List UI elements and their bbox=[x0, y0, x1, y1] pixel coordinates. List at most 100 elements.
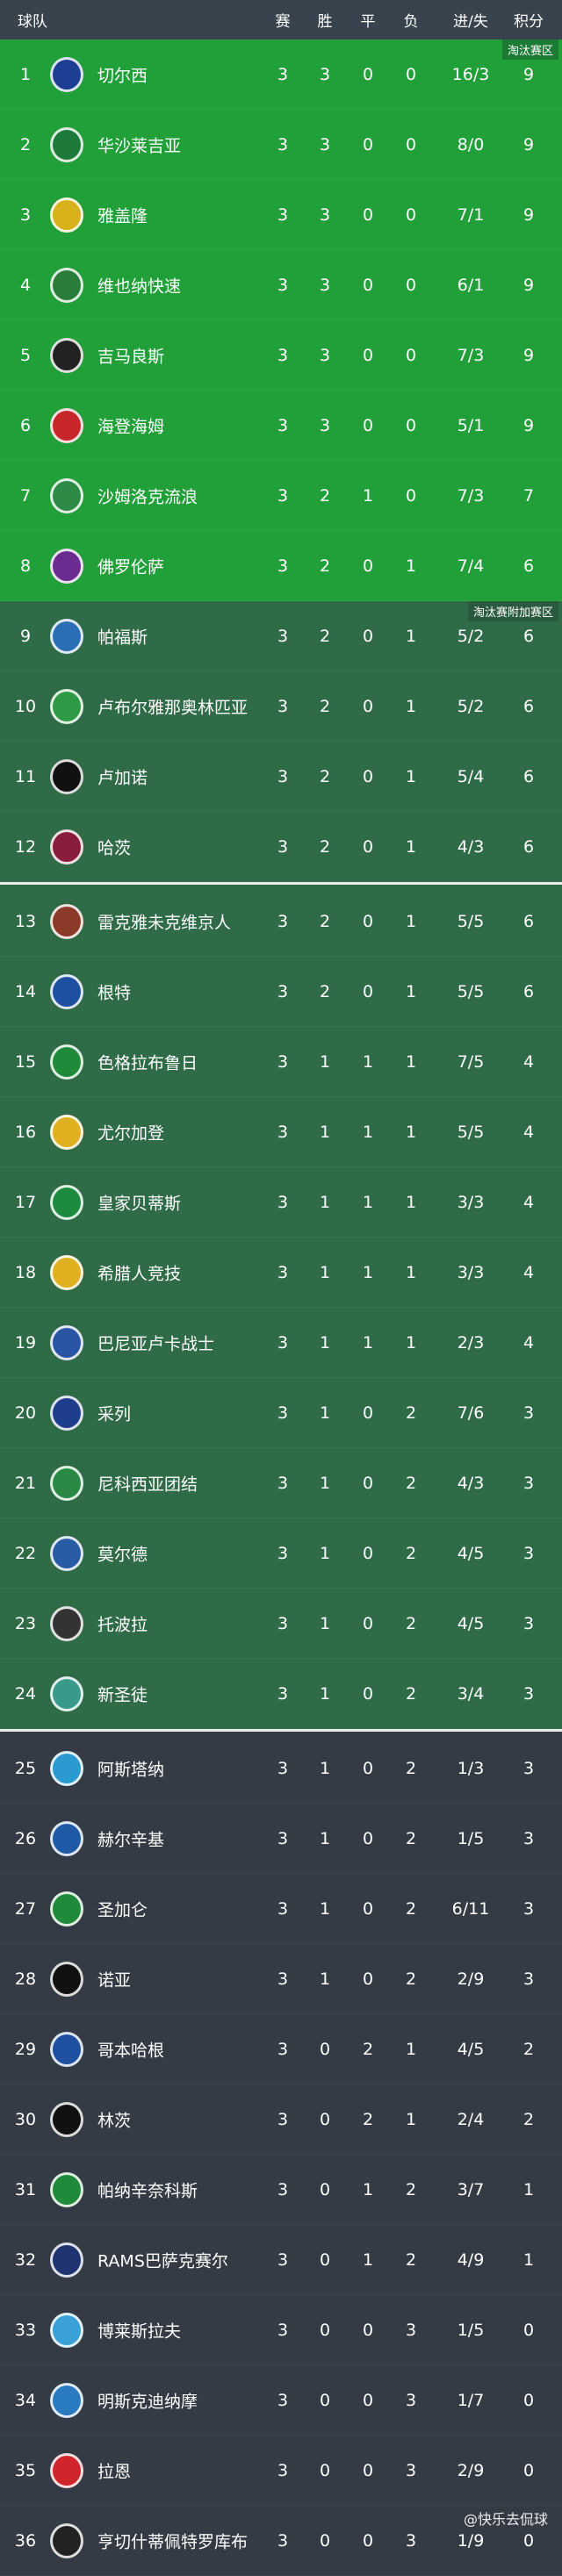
team-name[interactable]: 切尔西 bbox=[97, 62, 148, 86]
team-name[interactable]: 帕纳辛奈科斯 bbox=[97, 2178, 198, 2201]
played: 3 bbox=[277, 416, 288, 435]
team-name[interactable]: 诺亚 bbox=[97, 1967, 131, 1991]
won: 0 bbox=[320, 2531, 330, 2551]
team-name[interactable]: 华沙莱吉亚 bbox=[97, 133, 181, 156]
team-name[interactable]: 尼科西亚团结 bbox=[97, 1471, 198, 1495]
points: 4 bbox=[523, 1263, 534, 1282]
team-name[interactable]: 卢布尔雅那奥林匹亚 bbox=[97, 694, 248, 718]
rank: 10 bbox=[15, 697, 36, 716]
team-name[interactable]: 哥本哈根 bbox=[97, 2037, 164, 2061]
rank: 9 bbox=[20, 627, 31, 646]
team-name[interactable]: 明斯克迪纳摩 bbox=[97, 2388, 198, 2412]
points: 4 bbox=[523, 1123, 534, 1142]
team-name[interactable]: 亨切什蒂佩特罗库布 bbox=[97, 2529, 248, 2552]
team-name[interactable]: 根特 bbox=[97, 979, 131, 1003]
drawn: 0 bbox=[363, 2461, 373, 2480]
team-name[interactable]: 雷克雅未克维京人 bbox=[97, 909, 231, 933]
team-crest-icon bbox=[50, 2102, 83, 2137]
drawn: 0 bbox=[363, 1403, 373, 1423]
played: 3 bbox=[277, 2110, 288, 2129]
lost: 0 bbox=[406, 346, 416, 365]
team-crest-icon bbox=[50, 1751, 83, 1786]
team-name[interactable]: 博莱斯拉夫 bbox=[97, 2318, 181, 2342]
played: 3 bbox=[277, 767, 288, 786]
goals: 3/4 bbox=[458, 1684, 485, 1704]
points: 9 bbox=[523, 135, 534, 154]
team-name[interactable]: 尤尔加登 bbox=[97, 1120, 164, 1144]
drawn: 0 bbox=[363, 205, 373, 225]
drawn: 2 bbox=[363, 2110, 373, 2129]
rank: 21 bbox=[15, 1474, 36, 1493]
team-name[interactable]: 雅盖隆 bbox=[97, 203, 148, 226]
team-name[interactable]: 佛罗伦萨 bbox=[97, 554, 164, 578]
team-name[interactable]: 海登海姆 bbox=[97, 413, 164, 437]
won: 1 bbox=[320, 1544, 330, 1563]
team-name[interactable]: 帕福斯 bbox=[97, 624, 148, 648]
team-name[interactable]: 托波拉 bbox=[97, 1611, 148, 1635]
team-name[interactable]: 维也纳快速 bbox=[97, 273, 181, 297]
team-name[interactable]: 巴尼亚卢卡战士 bbox=[97, 1331, 214, 1354]
goals: 7/1 bbox=[458, 205, 485, 225]
rank: 27 bbox=[15, 1899, 36, 1919]
team-name[interactable]: 莫尔德 bbox=[97, 1541, 148, 1565]
played: 3 bbox=[277, 1123, 288, 1142]
team-name[interactable]: 新圣徒 bbox=[97, 1682, 148, 1705]
team-name[interactable]: 圣加仑 bbox=[97, 1897, 148, 1920]
team-name[interactable]: 林茨 bbox=[97, 2107, 131, 2131]
won: 2 bbox=[320, 556, 330, 576]
team-name[interactable]: 希腊人竞技 bbox=[97, 1260, 181, 1284]
team-name[interactable]: 沙姆洛克流浪 bbox=[97, 484, 198, 507]
team-name[interactable]: 赫尔辛基 bbox=[97, 1826, 164, 1850]
team-name[interactable]: 阿斯塔纳 bbox=[97, 1756, 164, 1780]
team-name[interactable]: 拉恩 bbox=[97, 2458, 131, 2482]
team-name[interactable]: RAMS巴萨克赛尔 bbox=[97, 2248, 228, 2271]
won: 3 bbox=[320, 65, 330, 84]
team-name[interactable]: 色格拉布鲁日 bbox=[97, 1050, 198, 1073]
team-name[interactable]: 卢加诺 bbox=[97, 764, 148, 788]
team-name[interactable]: 哈茨 bbox=[97, 835, 131, 858]
rank: 14 bbox=[15, 982, 36, 1001]
drawn: 1 bbox=[363, 1193, 373, 1212]
team-name[interactable]: 采列 bbox=[97, 1401, 131, 1424]
drawn: 0 bbox=[363, 837, 373, 857]
rank: 24 bbox=[15, 1684, 36, 1704]
team-name[interactable]: 吉马良斯 bbox=[97, 343, 164, 367]
played: 3 bbox=[277, 2461, 288, 2480]
team-name[interactable]: 皇家贝蒂斯 bbox=[97, 1190, 181, 1214]
